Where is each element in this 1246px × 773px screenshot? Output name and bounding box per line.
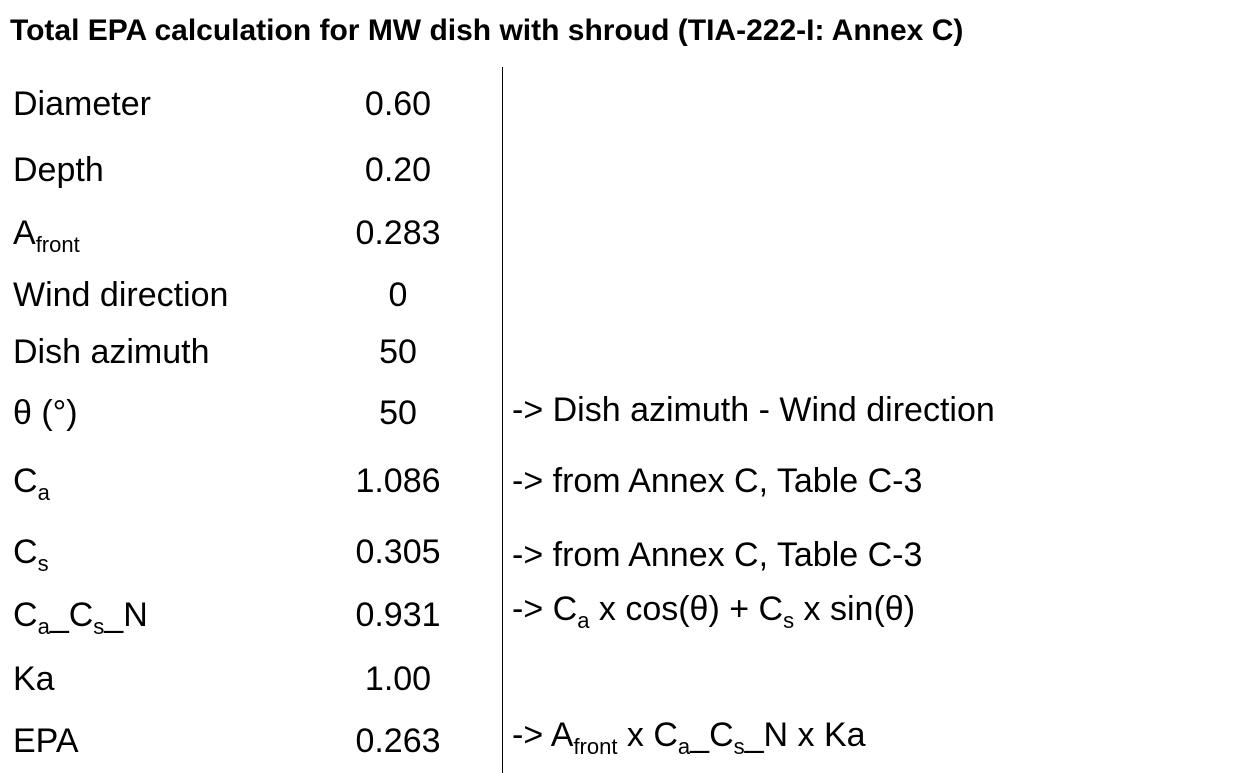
row-label: Diameter — [13, 84, 151, 124]
row-value: 0.305 — [355, 533, 441, 571]
note-text: x C — [617, 716, 678, 754]
row-value: 50 — [379, 333, 417, 371]
label-text: _C — [49, 596, 94, 634]
label-text: _N — [104, 596, 148, 634]
row-value: 0.263 — [355, 722, 441, 760]
label-subscript: s — [93, 614, 105, 639]
note-text: x sin(θ) — [794, 590, 916, 628]
row-label: Wind direction — [13, 275, 228, 315]
label-text: C — [13, 533, 38, 571]
label-text: θ (°) — [13, 394, 78, 432]
row-label: θ (°) — [13, 393, 78, 433]
label-subscript: front — [35, 232, 80, 257]
row-label: Ca_Cs_N — [13, 595, 148, 638]
label-text: C — [13, 462, 38, 500]
note-text: -> from Annex C, Table C-3 — [512, 536, 923, 574]
note-subscript: s — [733, 734, 745, 759]
row-label: Dish azimuth — [13, 332, 210, 372]
note-subscript: a — [577, 608, 590, 633]
row-note: -> from Annex C, Table C-3 — [512, 461, 922, 501]
row-value: 50 — [379, 394, 417, 432]
label-text: Dish azimuth — [13, 333, 210, 371]
note-subscript: front — [573, 734, 618, 759]
row-value: 0.931 — [355, 596, 441, 634]
label-text: EPA — [13, 722, 79, 760]
row-note: -> Dish azimuth - Wind direction — [512, 390, 995, 430]
row-label: EPA — [13, 721, 79, 761]
label-text: A — [13, 214, 36, 252]
row-value: 1.086 — [355, 462, 441, 500]
label-subscript: s — [37, 551, 49, 576]
label-text: Depth — [13, 151, 104, 189]
column-divider — [502, 67, 503, 773]
note-text: -> A — [512, 716, 574, 754]
label-subscript: a — [37, 614, 50, 639]
label-text: Ka — [13, 660, 55, 698]
note-text: -> C — [512, 590, 578, 628]
note-text: -> Dish azimuth - Wind direction — [512, 391, 995, 429]
row-label: Cs — [13, 532, 49, 575]
note-text: _C — [690, 716, 734, 754]
row-value: 0 — [388, 276, 408, 314]
note-subscript: a — [677, 734, 691, 759]
row-note: -> from Annex C, Table C-3 — [512, 535, 922, 575]
row-label: Depth — [13, 150, 104, 190]
row-note: -> Ca x cos(θ) + Cs x sin(θ) — [512, 589, 916, 632]
label-text: Wind direction — [13, 276, 229, 314]
title: Total EPA calculation for MW dish with s… — [10, 14, 964, 47]
note-text: x cos(θ) + C — [589, 590, 784, 628]
row-note: -> Afront x Ca_Cs_N x Ka — [512, 715, 866, 758]
row-label: Ca — [13, 461, 50, 504]
row-value: 1.00 — [364, 660, 432, 698]
note-text: _N x Ka — [744, 716, 866, 754]
label-subscript: a — [37, 480, 50, 505]
note-text: -> from Annex C, Table C-3 — [512, 462, 923, 500]
row-label: Afront — [13, 213, 80, 256]
row-value: 0.283 — [355, 214, 441, 252]
row-label: Ka — [13, 659, 55, 699]
note-subscript: s — [783, 608, 795, 633]
row-value: 0.20 — [364, 151, 432, 189]
label-text: C — [13, 596, 38, 634]
row-value: 0.60 — [364, 85, 432, 123]
label-text: Diameter — [13, 85, 151, 123]
